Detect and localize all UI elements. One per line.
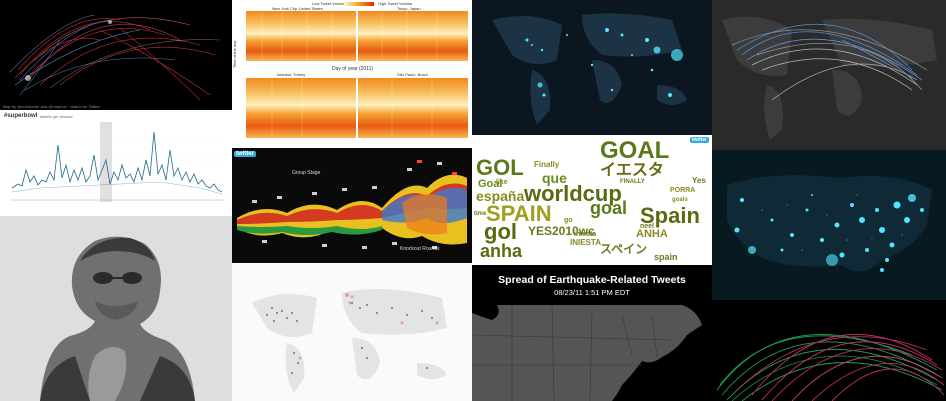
dotted-world-map-tile[interactable]: [232, 263, 472, 401]
word-anha: anha: [480, 241, 523, 261]
green-pink-flow-map-tile[interactable]: [712, 300, 946, 401]
night-lights-world-map-tile[interactable]: [472, 0, 712, 135]
world-cup-streamgraph-tile[interactable]: twitter Group Stage Knockout Rounds: [232, 148, 472, 263]
heatmap-panel-title-nyc: New York City, United States: [272, 6, 323, 11]
blue-white-arcs-graphic: [722, 16, 937, 140]
green-pink-arcs-graphic: [716, 334, 945, 401]
word-gol-upper: GOL: [476, 155, 524, 180]
map-credit-caption: Map by @ericfischer and @mapbox · data f…: [3, 104, 100, 109]
us-glowing-points-graphic: [727, 175, 932, 272]
tweet-volume-heatmap-tile[interactable]: Low Tweet Volume High Tweet Volume New Y…: [232, 0, 472, 148]
red-blue-flow-map-tile[interactable]: Map by @ericfischer and @mapbox · data f…: [0, 0, 232, 110]
heatmap-panel-title-tokyo: Tokyo, Japan: [397, 6, 421, 11]
stage-label-knockout: Knockout Rounds: [400, 246, 440, 252]
word-spain-upper: SPAIN: [486, 201, 552, 226]
word-spain-katakana: スペイン: [600, 242, 648, 256]
heatmap-graphic: [246, 11, 468, 138]
word-goal-upper: GOAL: [600, 137, 670, 164]
twitter-badge: twitter: [234, 151, 256, 157]
quake-map-title: Spread of Earthquake-Related Tweets: [498, 274, 686, 286]
word-like: like: [496, 179, 508, 186]
heatmap-x-axis-label: Day of year (2011): [332, 66, 374, 72]
word-finally-upper: FINALLY: [620, 179, 645, 185]
earthquake-tweets-map-tile[interactable]: Spread of Earthquake-Related Tweets 08/2…: [472, 265, 712, 401]
word-yes: Yes: [692, 176, 706, 185]
streamgraph-graphic: [237, 160, 467, 249]
word-iniesta: iniesta: [574, 231, 597, 238]
heatmap-legend-bar: [344, 2, 374, 6]
word-goal-lower: goal: [590, 198, 628, 218]
glowing-points-map-graphic: [492, 13, 687, 125]
word-spain: Spain: [640, 203, 700, 228]
word-goal: Goal: [478, 178, 503, 190]
word-finally: Finally: [534, 160, 560, 169]
us-east-map-graphic: [472, 304, 702, 401]
word-time: time: [474, 211, 487, 217]
word-porra: PORRA: [670, 187, 696, 194]
night-lights-us-map-tile[interactable]: [712, 150, 946, 300]
quake-map-timestamp: 08/23/11 1:51 PM EDT: [554, 288, 630, 297]
flow-arcs-graphic: [9, 14, 221, 101]
heatmap-legend-high: High Tweet Volume: [378, 1, 413, 6]
word-go: go: [564, 217, 573, 224]
word-neel: neel: [640, 223, 655, 230]
superbowl-chart-title: #superbowl: [4, 113, 38, 119]
word-anha-upper: ANHA: [636, 228, 668, 240]
gray-flow-map-tile[interactable]: [712, 0, 946, 150]
word-worldcup: worldcup: [524, 181, 622, 206]
word-japanese: イエスタ: [600, 162, 664, 179]
text-portrait-image-tile[interactable]: [0, 216, 232, 401]
word-que: que: [542, 170, 567, 186]
word-iniesta-upper: INIESTA: [570, 238, 601, 247]
twitter-badge: twitter: [690, 137, 709, 143]
world-dots-graphic: [252, 289, 447, 393]
word-spain-small: spain: [654, 252, 678, 262]
superbowl-tweets-chart-tile[interactable]: #superbowl tweets per second: [0, 110, 232, 216]
word-yes2010wc: YES2010wc: [528, 224, 595, 238]
tweets-per-second-line-graphic: [10, 122, 225, 202]
heatmap-legend-low: Low Tweet Volume: [312, 1, 346, 6]
heatmap-panel-title-istanbul: Istanbul, Turkey: [277, 72, 306, 77]
stage-label-group: Group Stage: [292, 170, 321, 176]
superbowl-chart-subtitle: tweets per second: [40, 114, 73, 119]
world-cup-word-cloud-tile[interactable]: twitter GOAL GOL Finally que イエスタ worldc…: [472, 135, 712, 265]
heatmap-panel-title-saopaulo: São Paulo, Brazil: [397, 72, 428, 77]
word-gol: gol: [484, 219, 517, 244]
word-goals: goals: [672, 197, 688, 203]
halftone-portrait-graphic: [0, 216, 232, 401]
word-espana: españa: [476, 188, 525, 204]
